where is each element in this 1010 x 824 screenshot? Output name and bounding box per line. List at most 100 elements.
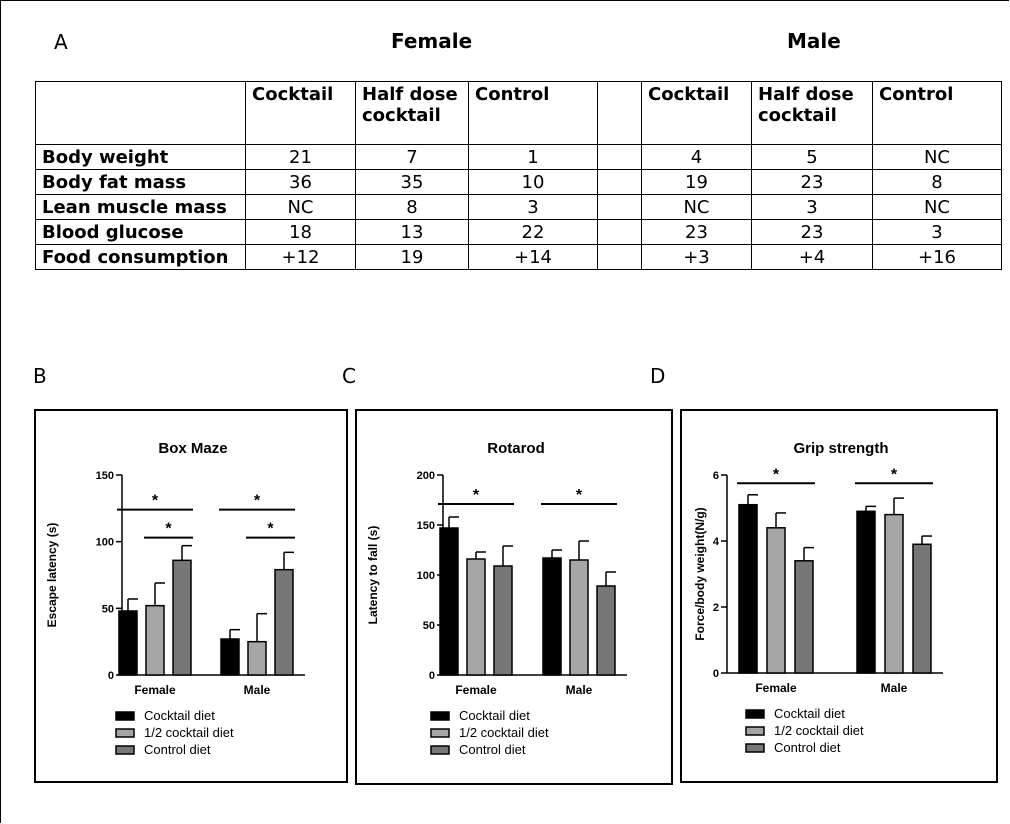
table-cell: 23 <box>751 169 873 195</box>
spacer-cell <box>597 169 642 195</box>
bar <box>856 510 876 674</box>
x-tick-label: Female <box>455 683 497 697</box>
legend-label: Cocktail diet <box>459 708 530 723</box>
bar <box>542 557 562 676</box>
y-axis-label: Escape latency (s) <box>45 523 59 628</box>
chart-title: Grip strength <box>793 440 888 457</box>
table-row: Lean muscle mass NC 8 3 NC 3 NC <box>35 194 1002 220</box>
panel-label-a: A <box>54 30 68 54</box>
bar <box>738 503 758 674</box>
table-header-row: Cocktail Half dose cocktail Control Cock… <box>35 81 1002 145</box>
x-tick-label: Male <box>244 683 271 697</box>
legend-swatch <box>745 726 765 736</box>
y-tick-label: 4 <box>713 536 720 548</box>
table-cell: NC <box>245 194 356 220</box>
bar <box>794 560 814 674</box>
y-tick-label: 0 <box>713 668 719 680</box>
legend-label: Control diet <box>144 742 211 757</box>
table-cell: +3 <box>641 244 752 270</box>
y-tick-label: 0 <box>429 670 435 682</box>
y-tick-label: 0 <box>108 670 114 682</box>
row-label: Body fat mass <box>35 169 246 195</box>
summary-table: Cocktail Half dose cocktail Control Cock… <box>35 81 1002 270</box>
x-tick-label: Female <box>134 683 176 697</box>
table-cell: NC <box>641 194 752 220</box>
box-maze-chart: Box Maze 0 50 100 150 Escape latency (s) Femal… <box>34 409 348 783</box>
table-cell: 3 <box>468 194 598 220</box>
significance-star: * <box>267 521 274 538</box>
table-header-cell: Cocktail <box>245 81 356 145</box>
bar <box>766 527 786 674</box>
y-tick-label: 150 <box>417 520 435 532</box>
table-cell: 10 <box>468 169 598 195</box>
table-header-cell: Control <box>468 81 598 145</box>
table-header-cell: Control <box>872 81 1002 145</box>
legend-label: Cocktail diet <box>774 706 845 721</box>
table-row: Blood glucose 18 13 22 23 23 3 <box>35 219 1002 245</box>
legend-swatch <box>430 711 450 721</box>
table-cell: 23 <box>751 219 873 245</box>
bar <box>145 604 165 676</box>
table-cell: 36 <box>245 169 356 195</box>
row-label: Blood glucose <box>35 219 246 245</box>
legend-label: Control diet <box>774 740 841 755</box>
table-cell: 5 <box>751 144 873 170</box>
bar <box>247 640 267 676</box>
rotarod-svg: Rotarod 0 50 100 150 200 Latency to fall (s) Fe… <box>366 440 627 757</box>
significance-star: * <box>165 521 172 538</box>
table-cell: +14 <box>468 244 598 270</box>
legend-swatch <box>430 728 450 738</box>
legend-swatch <box>430 745 450 755</box>
spacer-cell <box>597 219 642 245</box>
table-cell: 7 <box>355 144 469 170</box>
y-tick-label: 150 <box>96 470 114 482</box>
y-tick-label: 200 <box>417 470 435 482</box>
spacer-cell <box>597 144 642 170</box>
y-tick-label: 2 <box>713 602 719 614</box>
table-cell: 22 <box>468 219 598 245</box>
table-cell: 21 <box>245 144 356 170</box>
significance-star: * <box>152 493 159 510</box>
bar <box>274 568 294 676</box>
table-cell: 35 <box>355 169 469 195</box>
bar <box>439 527 459 676</box>
table-cell: NC <box>872 194 1002 220</box>
table-header-cell: Half dose cocktail <box>751 81 873 145</box>
y-tick-label: 100 <box>417 570 435 582</box>
row-label: Body weight <box>35 144 246 170</box>
table-cell: 3 <box>872 219 1002 245</box>
y-tick-label: 50 <box>423 620 435 632</box>
significance-star: * <box>576 487 583 504</box>
table-cell: 3 <box>751 194 873 220</box>
table-header-cell <box>597 81 642 145</box>
table-cell: +16 <box>872 244 1002 270</box>
panel-label-b: B <box>33 364 47 388</box>
table-cell: 23 <box>641 219 752 245</box>
grip-strength-svg: Grip strength 0 2 4 6 Force/body weight(N/g) F… <box>693 440 943 755</box>
bar <box>912 543 932 674</box>
significance-star: * <box>473 487 480 504</box>
table-cell: 19 <box>641 169 752 195</box>
table-cell: +4 <box>751 244 873 270</box>
male-header: Male <box>787 29 841 53</box>
significance-star: * <box>891 466 898 483</box>
row-label: Lean muscle mass <box>35 194 246 220</box>
table-cell: 4 <box>641 144 752 170</box>
legend-label: Cocktail diet <box>144 708 215 723</box>
table-cell: 18 <box>245 219 356 245</box>
legend-swatch <box>745 709 765 719</box>
spacer-cell <box>597 194 642 220</box>
panel-label-d: D <box>650 364 666 388</box>
table-row: Body fat mass 36 35 10 19 23 8 <box>35 169 1002 195</box>
legend-label: 1/2 cocktail diet <box>144 725 234 740</box>
bar <box>884 513 904 674</box>
table-row: Body weight 21 7 1 4 5 NC <box>35 144 1002 170</box>
y-tick-label: 100 <box>96 537 114 549</box>
table-header-cell <box>35 81 246 145</box>
panel-label-c: C <box>342 364 356 388</box>
bar <box>118 610 138 676</box>
legend-swatch <box>115 728 135 738</box>
bar <box>569 559 589 676</box>
y-tick-label: 6 <box>713 470 719 482</box>
